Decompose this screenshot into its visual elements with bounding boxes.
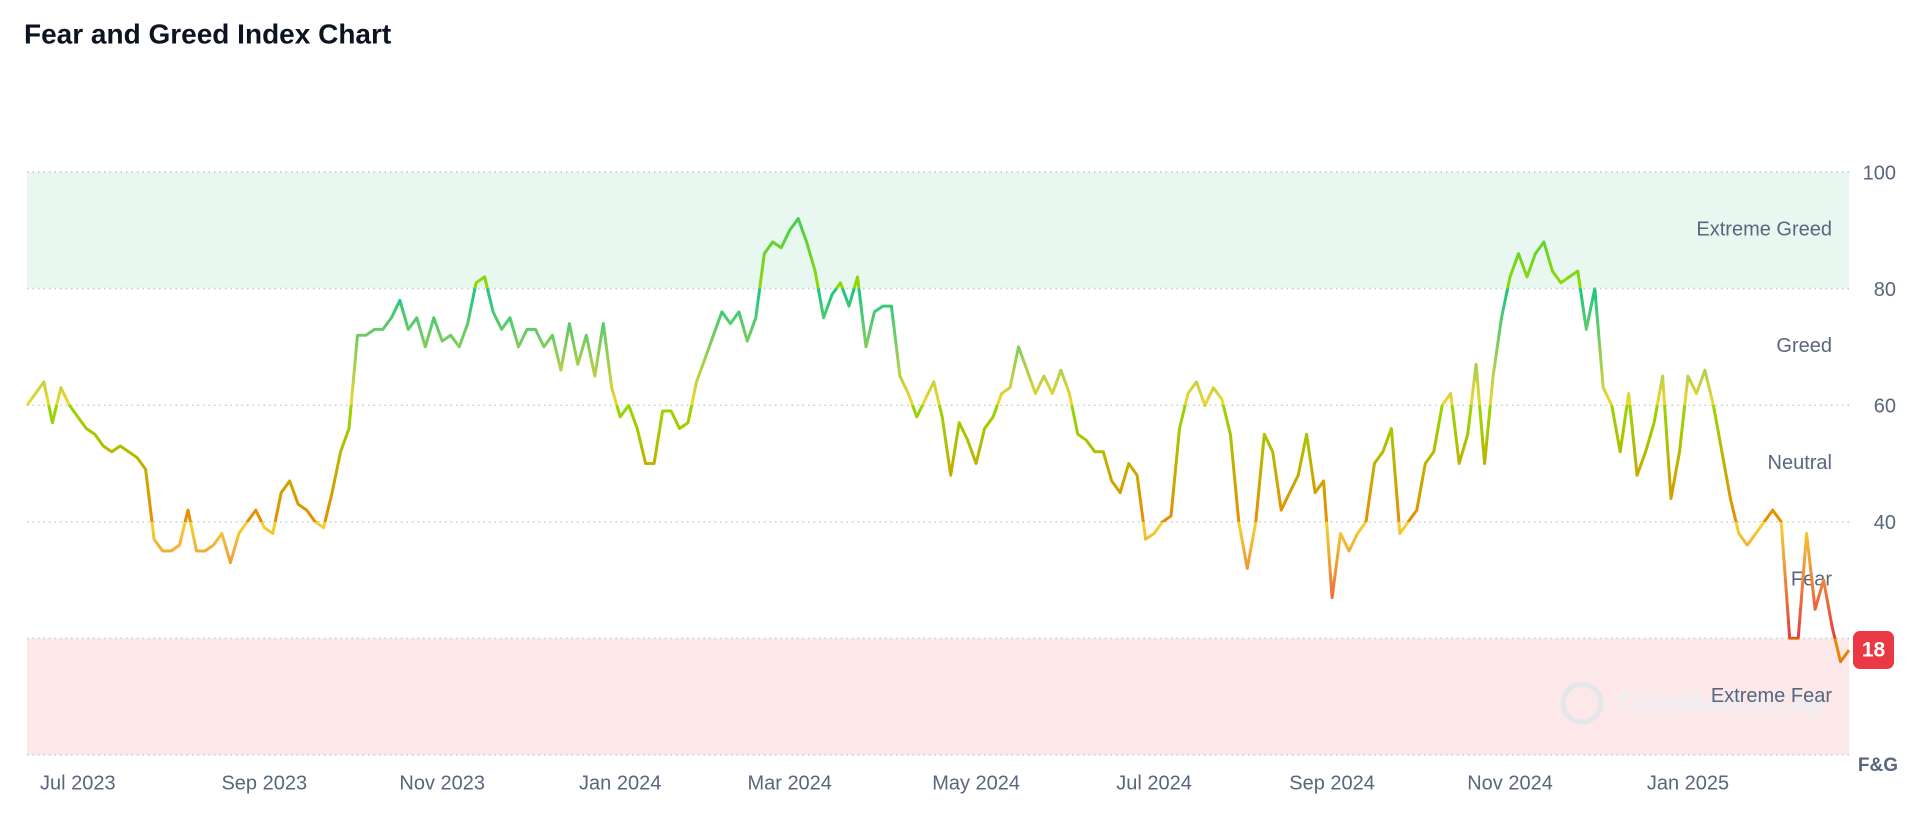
x-tick-label: Jul 2024 [1116, 772, 1192, 794]
y-tick-label: 60 [1874, 395, 1896, 417]
y-tick-label: 80 [1874, 279, 1896, 301]
x-tick-label: Sep 2024 [1289, 772, 1375, 794]
current-value-label: 18 [1862, 639, 1886, 662]
y-axis-label: F&G [1858, 755, 1898, 776]
zone-label: Greed [1776, 335, 1832, 357]
watermark: CoinMarketCap [1618, 686, 1823, 717]
current-value-badge [1853, 631, 1894, 670]
zone-shade [27, 638, 1849, 755]
watermark-group: CoinMarketCap [1560, 681, 1823, 725]
x-tick-label: Jan 2024 [579, 772, 661, 794]
x-tick-label: Nov 2024 [1467, 772, 1553, 794]
y-tick-label: 100 [1863, 162, 1896, 184]
x-tick-label: Jul 2023 [40, 772, 116, 794]
zone-label: Extreme Greed [1696, 219, 1832, 241]
chart-title: Fear and Greed Index Chart [24, 18, 391, 49]
x-tick-label: Jan 2025 [1647, 772, 1729, 794]
zone-shade [27, 172, 1849, 289]
y-tick-label: 40 [1874, 512, 1896, 534]
index-line [25, 217, 1851, 664]
x-tick-label: Nov 2023 [399, 772, 485, 794]
x-tick-label: Sep 2023 [221, 772, 307, 794]
zone-label: Extreme Fear [1711, 685, 1832, 707]
zone-label: Neutral [1768, 452, 1832, 474]
x-tick-label: Mar 2024 [747, 772, 832, 794]
watermark-logo [1560, 681, 1604, 725]
x-tick-label: May 2024 [932, 772, 1020, 794]
